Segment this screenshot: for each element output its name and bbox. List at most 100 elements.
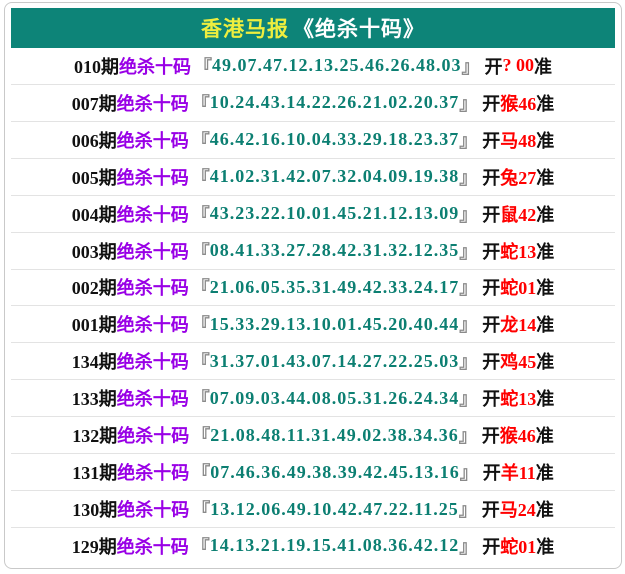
kill-ten-label: 绝杀十码: [116, 278, 189, 299]
table-row: 134期 绝杀十码『31.37.01.43.07.14.27.22.25.03』开…: [11, 342, 615, 379]
period-label: 006期: [71, 130, 117, 151]
killed-numbers: 13.12.06.49.10.42.47.22.11.25: [210, 498, 459, 519]
accurate-suffix: 准: [536, 204, 555, 225]
open-prefix-label: 开: [482, 167, 501, 188]
accurate-suffix: 准: [536, 315, 555, 336]
open-bracket: 『: [191, 241, 210, 262]
open-bracket: 『: [191, 315, 210, 336]
open-prefix-label: 开: [484, 56, 503, 77]
period-label: 133期: [71, 389, 117, 410]
kill-ten-label: 绝杀十码: [117, 463, 190, 484]
result-value: 蛇13: [500, 389, 537, 410]
close-bracket: 』: [459, 93, 478, 114]
open-prefix-label: 开: [482, 241, 501, 262]
killed-numbers: 08.41.33.27.28.42.31.32.12.35: [209, 240, 460, 261]
killed-numbers: 07.09.03.44.08.05.31.26.24.34: [209, 387, 460, 408]
results-table: 010期 绝杀十码『49.07.47.12.13.25.46.26.48.03』开…: [11, 48, 615, 564]
accurate-suffix: 准: [535, 426, 554, 447]
period-label: 131期: [72, 463, 118, 484]
table-row: 131期 绝杀十码『07.46.36.49.38.39.42.45.13.16』开…: [11, 453, 615, 490]
open-bracket: 『: [191, 204, 210, 225]
close-bracket: 』: [459, 167, 478, 188]
close-bracket: 』: [458, 426, 477, 447]
close-bracket: 』: [459, 278, 478, 299]
killed-numbers: 15.33.29.13.10.01.45.20.40.44: [209, 313, 460, 334]
accurate-suffix: 准: [535, 463, 554, 484]
page-title-bar: 香港马报 《绝杀十码》: [11, 8, 615, 48]
accurate-suffix: 准: [536, 93, 555, 114]
result-value: 鼠42: [500, 204, 537, 225]
table-row: 133期 绝杀十码『07.09.03.44.08.05.31.26.24.34』开…: [11, 379, 615, 416]
open-bracket: 『: [191, 536, 210, 557]
close-bracket: 』: [459, 241, 478, 262]
open-bracket: 『: [191, 93, 210, 114]
accurate-suffix: 准: [536, 241, 555, 262]
open-prefix-label: 开: [482, 93, 501, 114]
open-bracket: 『: [191, 352, 210, 373]
period-label: 132期: [72, 426, 118, 447]
result-value: 鸡45: [500, 352, 537, 373]
open-prefix-label: 开: [482, 389, 501, 410]
result-value: 蛇13: [500, 241, 537, 262]
kill-ten-label: 绝杀十码: [116, 241, 189, 262]
kill-ten-label: 绝杀十码: [117, 426, 190, 447]
killed-numbers: 43.23.22.10.01.45.21.12.13.09: [209, 203, 460, 224]
open-prefix-label: 开: [482, 130, 501, 151]
result-value: 兔27: [500, 167, 537, 188]
close-bracket: 』: [459, 130, 478, 151]
open-bracket: 『: [192, 500, 211, 521]
kill-ten-label: 绝杀十码: [116, 167, 189, 188]
results-panel: 香港马报 《绝杀十码》 010期 绝杀十码『49.07.47.12.13.25.4…: [4, 2, 622, 569]
table-row: 006期 绝杀十码『46.42.16.10.04.33.29.18.23.37』开…: [11, 120, 615, 158]
killed-numbers: 21.06.05.35.31.49.42.33.24.17: [209, 276, 460, 297]
kill-ten-label: 绝杀十码: [116, 389, 189, 410]
close-bracket: 』: [459, 536, 478, 557]
open-bracket: 『: [192, 426, 211, 447]
close-bracket: 』: [461, 56, 480, 77]
open-prefix-label: 开: [482, 278, 501, 299]
accurate-suffix: 准: [536, 352, 555, 373]
kill-ten-label: 绝杀十码: [119, 56, 191, 77]
killed-numbers: 07.46.36.49.38.39.42.45.13.16: [210, 461, 460, 482]
result-value: 马24: [499, 500, 536, 521]
table-row: 132期 绝杀十码『21.08.48.11.31.49.02.38.34.36』开…: [11, 416, 615, 453]
killed-numbers: 31.37.01.43.07.14.27.22.25.03: [209, 350, 460, 371]
killed-numbers: 41.02.31.42.07.32.04.09.19.38: [209, 166, 460, 187]
result-value: 龙14: [500, 315, 537, 336]
open-prefix-label: 开: [482, 463, 501, 484]
open-prefix-label: 开: [481, 500, 500, 521]
period-label: 007期: [71, 93, 117, 114]
open-bracket: 『: [191, 278, 210, 299]
kill-ten-label: 绝杀十码: [116, 93, 189, 114]
kill-ten-label: 绝杀十码: [116, 536, 189, 557]
open-prefix-label: 开: [481, 426, 500, 447]
result-value: 猴46: [499, 426, 536, 447]
accurate-suffix: 准: [536, 536, 555, 557]
kill-ten-label: 绝杀十码: [116, 204, 189, 225]
period-label: 004期: [71, 204, 117, 225]
table-row: 001期 绝杀十码『15.33.29.13.10.01.45.20.40.44』开…: [11, 305, 615, 342]
table-row: 010期 绝杀十码『49.07.47.12.13.25.46.26.48.03』开…: [11, 48, 615, 84]
close-bracket: 』: [458, 500, 477, 521]
result-value: ? 00: [502, 55, 535, 76]
table-row: 129期 绝杀十码『14.13.21.19.15.41.08.36.42.12』开…: [11, 526, 615, 564]
period-label: 130期: [72, 500, 118, 521]
killed-numbers: 21.08.48.11.31.49.02.38.34.36: [210, 424, 459, 445]
killed-numbers: 10.24.43.14.22.26.21.02.20.37: [209, 92, 460, 113]
open-prefix-label: 开: [482, 536, 501, 557]
open-prefix-label: 开: [482, 352, 501, 373]
title-brand: 香港马报: [201, 17, 289, 41]
period-label: 005期: [71, 167, 117, 188]
kill-ten-label: 绝杀十码: [116, 130, 189, 151]
period-label: 003期: [71, 241, 117, 262]
open-bracket: 『: [194, 56, 212, 77]
period-label: 002期: [71, 278, 117, 299]
table-row: 003期 绝杀十码『08.41.33.27.28.42.31.32.12.35』开…: [11, 231, 615, 269]
accurate-suffix: 准: [536, 389, 555, 410]
period-label: 134期: [71, 352, 117, 373]
close-bracket: 』: [459, 389, 478, 410]
result-value: 蛇01: [500, 536, 537, 557]
killed-numbers: 49.07.47.12.13.25.46.26.48.03: [212, 55, 462, 76]
kill-ten-label: 绝杀十码: [117, 500, 190, 521]
title-book: 《绝杀十码》: [293, 17, 425, 41]
